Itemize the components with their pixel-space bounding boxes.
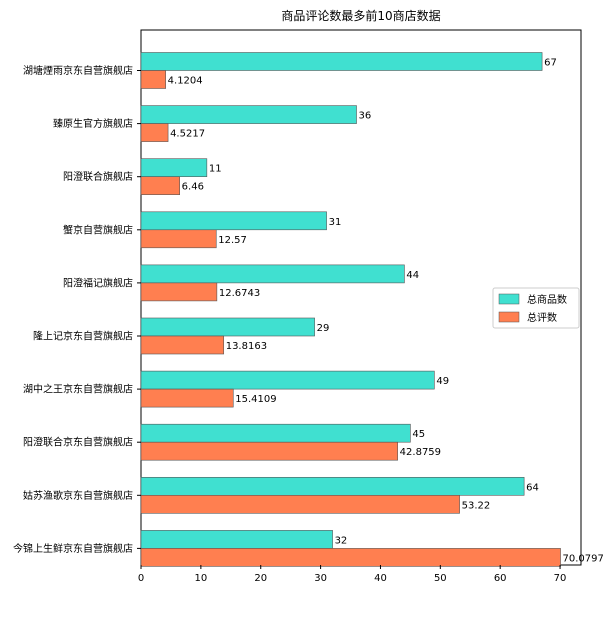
x-tick-label: 50 [434, 573, 447, 584]
bars-layer [140, 52, 561, 567]
data-label: 45 [412, 429, 425, 440]
bar-series-2 [140, 388, 234, 408]
category-label: 湖中之王京东自营旗舰店 [23, 383, 133, 396]
bar-series-2 [140, 123, 169, 142]
data-label: 32 [335, 535, 348, 546]
x-tick-label: 30 [314, 573, 327, 584]
data-label: 31 [329, 217, 342, 228]
category-label: 阳澄福记旗舰店 [63, 276, 133, 289]
bar-series-2 [140, 282, 218, 302]
bar-series-2 [140, 229, 217, 249]
category-label: 隆上记京东自营旗舰店 [33, 330, 133, 343]
x-tick-label: 10 [194, 573, 207, 584]
bar-series-1 [140, 317, 315, 337]
legend-label-series-2: 总评数 [527, 311, 557, 324]
data-label: 36 [359, 111, 372, 122]
bar-series-2 [140, 494, 460, 514]
bar-series-1 [140, 52, 543, 71]
category-label: 湖塘煙雨京东自营旗舰店 [23, 64, 133, 77]
data-label: 6.46 [182, 182, 204, 193]
legend-label-series-1: 总商品数 [527, 293, 567, 306]
bar-series-1 [140, 530, 333, 549]
data-label: 12.57 [218, 235, 247, 246]
x-tick-label: 40 [374, 573, 387, 584]
bar-series-1 [140, 158, 208, 177]
category-label: 姑苏渔歌京东自营旗舰店 [23, 489, 133, 502]
data-label: 12.6743 [219, 288, 260, 299]
data-label: 70.0797 [563, 553, 604, 564]
data-label: 44 [406, 270, 419, 281]
data-label: 4.1204 [168, 76, 203, 87]
bar-series-1 [140, 476, 525, 496]
chart-title: 商品评论数最多前10商店数据 [281, 8, 440, 23]
bar-series-2 [140, 176, 180, 195]
x-tick-label: 20 [254, 573, 267, 584]
x-tick-label: 60 [494, 573, 507, 584]
bar-series-1 [140, 370, 435, 390]
labels-layer: 湖塘煙雨京东自营旗舰店 67 4.1204 臻原生官方旗舰店 36 4.5217 阳澄联合旗… [13, 58, 604, 565]
data-label: 13.8163 [226, 341, 267, 352]
bar-series-2 [140, 335, 225, 355]
bar-series-1 [140, 211, 327, 231]
data-label: 42.8759 [400, 447, 441, 458]
legend-swatch-series-2 [498, 311, 520, 323]
category-label: 阳澄联合京东自营旗舰店 [23, 436, 133, 449]
bar-series-1 [140, 105, 357, 124]
category-label: 今锦上生鲜京东自营旗舰店 [13, 542, 133, 555]
bar-series-1 [140, 264, 405, 284]
category-label: 蟹京自营旗舰店 [63, 223, 133, 236]
data-label: 67 [544, 58, 557, 69]
category-label: 臻原生官方旗舰店 [53, 117, 133, 130]
bar-series-2 [140, 70, 166, 89]
x-tick-label: 0 [138, 573, 144, 584]
axis-layer: 0 10 20 30 40 50 60 70 [137, 70, 567, 584]
data-label: 29 [317, 323, 330, 334]
bar-series-2 [140, 548, 561, 567]
legend: 总商品数 总评数 [492, 287, 580, 329]
bar-series-1 [140, 423, 411, 443]
data-label: 11 [209, 164, 222, 175]
category-label: 阳澄联合旗舰店 [63, 170, 133, 183]
bar-series-2 [140, 441, 398, 461]
data-label: 64 [526, 482, 539, 493]
data-label: 49 [436, 376, 449, 387]
x-tick-label: 70 [554, 573, 567, 584]
data-label: 15.4109 [235, 394, 276, 405]
legend-swatch-series-1 [498, 293, 520, 305]
data-label: 4.5217 [170, 129, 205, 140]
data-label: 53.22 [462, 500, 491, 511]
